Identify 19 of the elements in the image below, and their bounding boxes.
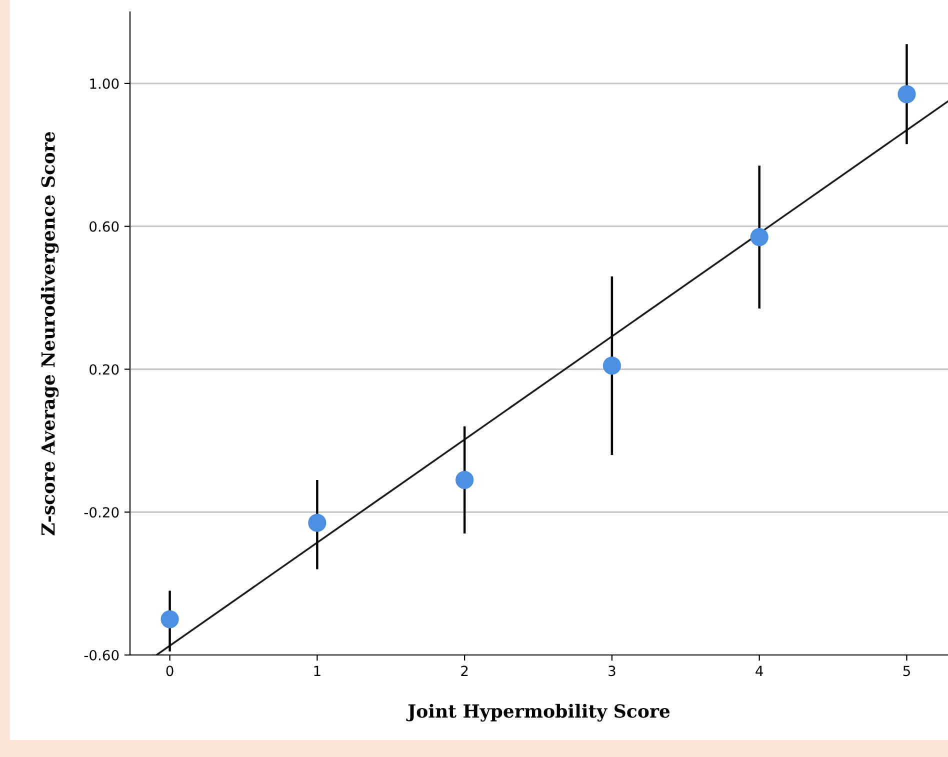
y-axis-title: Z-score Average Neurodivergence Score (40, 132, 59, 536)
point (898, 85, 916, 104)
x-tick-label: 0 (166, 666, 174, 676)
y-tick-label: -0.60 (84, 650, 119, 660)
x-tick-label: 2 (461, 666, 468, 676)
x-tick-label: 5 (903, 666, 910, 676)
y-tick-label: 0.60 (90, 221, 119, 232)
x-tick-label: 1 (314, 666, 320, 676)
x-axis-title: Joint Hypermobility Score (406, 704, 670, 722)
point (456, 470, 474, 490)
y-tick-label: 1.00 (90, 78, 119, 89)
x-tick-label: 3 (608, 666, 616, 676)
point (308, 514, 326, 532)
point (750, 228, 768, 246)
point (602, 356, 622, 375)
y-tick-label: -0.20 (84, 507, 119, 518)
point (160, 610, 179, 628)
x-tick-label: 4 (756, 666, 763, 676)
y-tick-label: 0.20 (90, 364, 119, 375)
